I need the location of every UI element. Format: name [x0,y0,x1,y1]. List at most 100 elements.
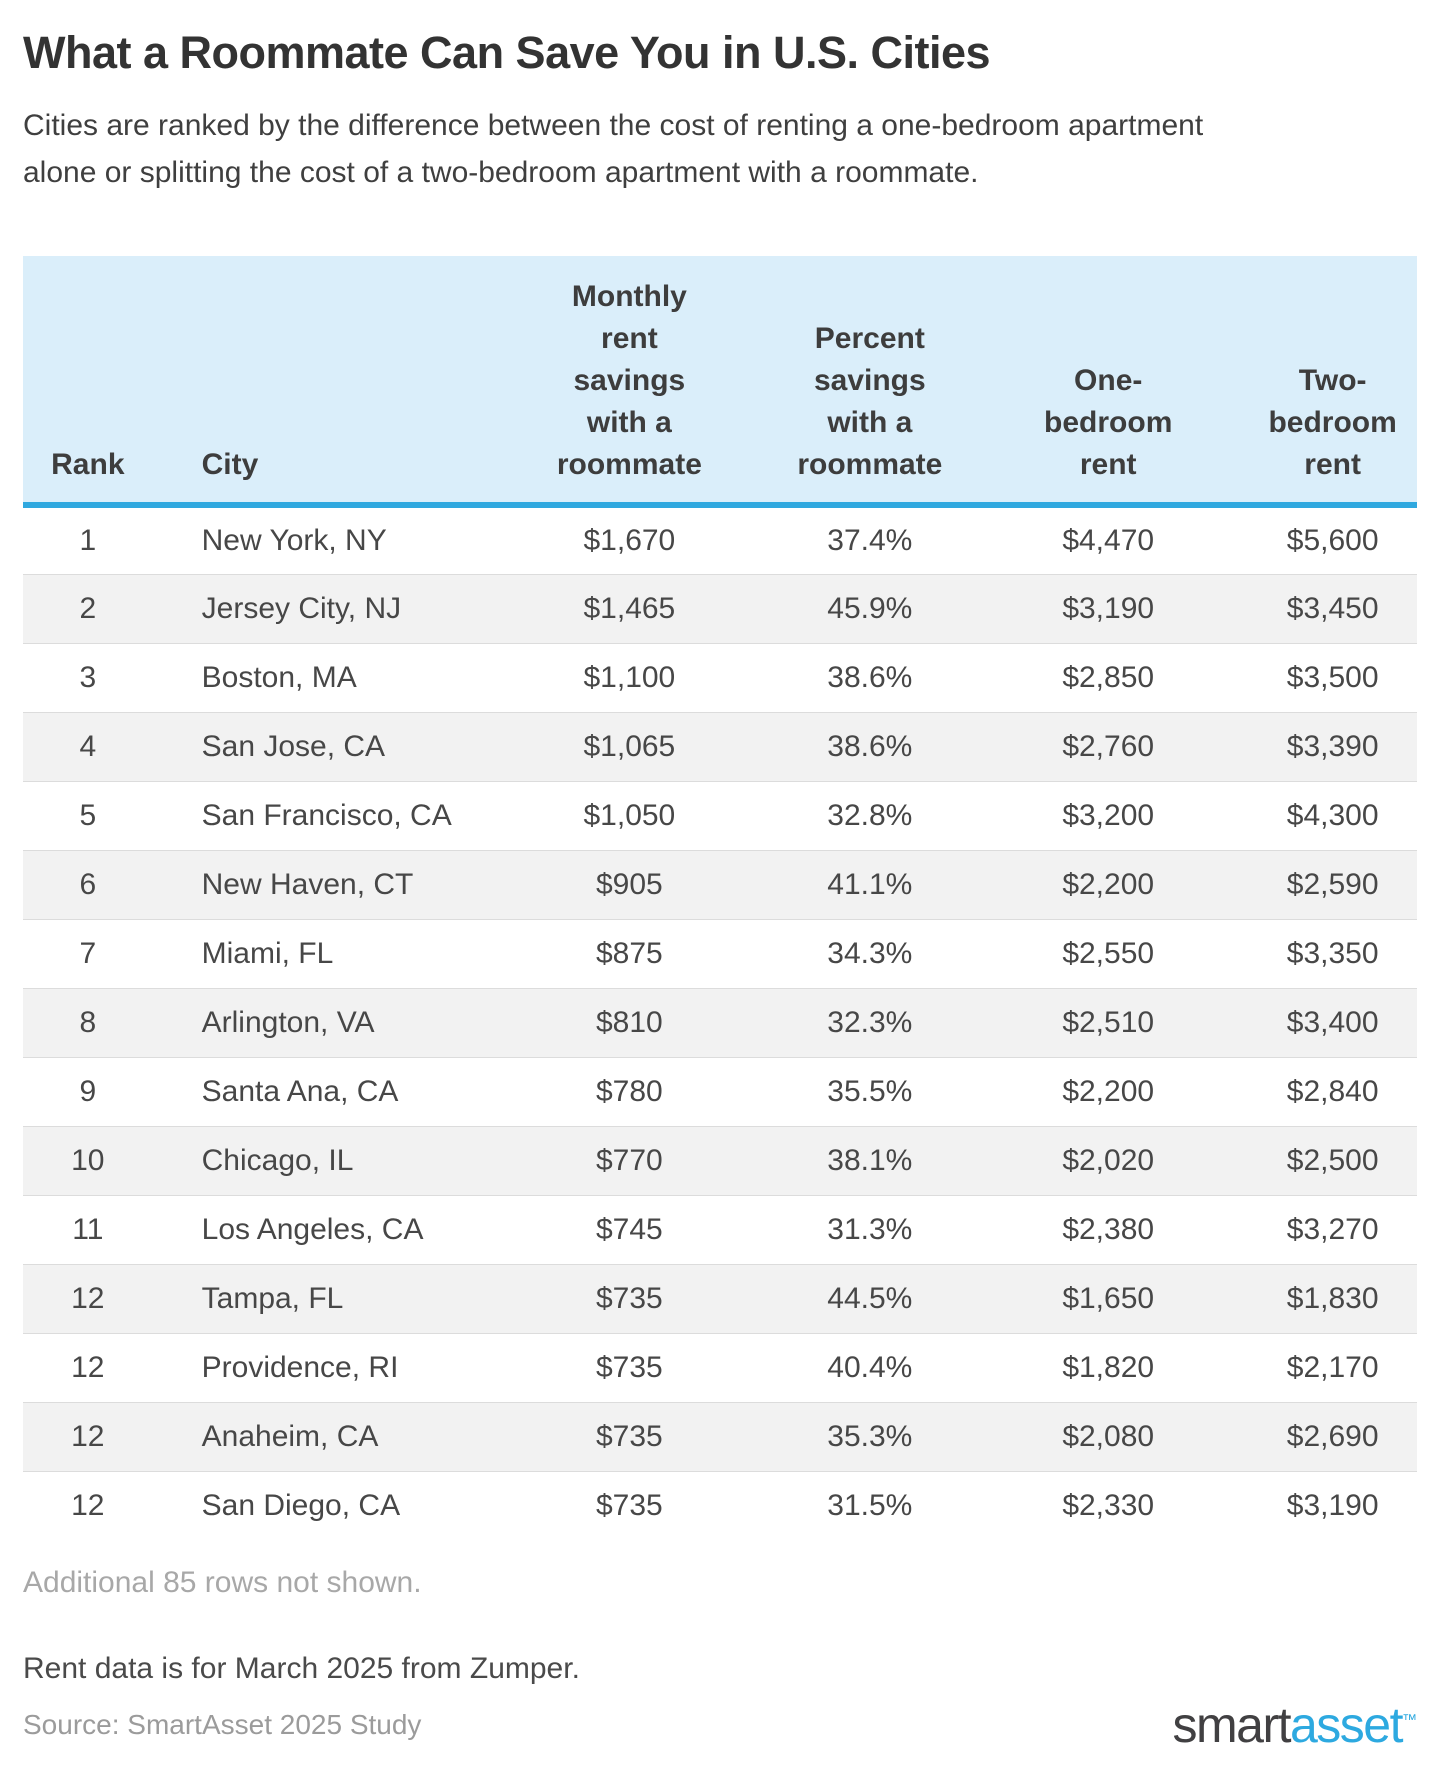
percent-savings-cell: 32.8% [827,798,913,832]
table-header-row: Rank City Monthly rent savings with a ro… [23,256,1417,505]
percent-savings-cell: 38.6% [827,660,913,694]
city-cell: Santa Ana, CA [201,1074,399,1108]
table-row: 12 San Diego, CA $735 31.5% $2,330 $3,190 [23,1471,1417,1540]
monthly-rent-savings-cell: $1,465 [583,591,676,625]
one-bedroom-rent-cell: $2,200 [1062,867,1155,901]
percent-savings-cell: 38.1% [827,1143,913,1177]
city-cell: Boston, MA [201,660,357,694]
monthly-rent-savings-cell: $770 [596,1143,663,1177]
column-header-rank: Rank [23,256,153,505]
page-subtitle: Cities are ranked by the difference betw… [23,109,1204,189]
two-bedroom-rent-cell: $3,450 [1286,591,1379,625]
percent-savings-cell: 31.5% [827,1488,913,1522]
rank-cell: 7 [79,936,97,970]
percent-savings-cell: 45.9% [827,591,913,625]
source-note: Source: SmartAsset 2025 Study [23,1709,422,1740]
logo-text-smart: smart [1172,1697,1291,1753]
percent-savings-cell: 35.3% [827,1419,913,1453]
two-bedroom-rent-cell: $3,400 [1286,1005,1379,1039]
table-row: 12 Anaheim, CA $735 35.3% $2,080 $2,690 [23,1402,1417,1471]
city-cell: Los Angeles, CA [201,1212,424,1246]
two-bedroom-rent-cell: $3,350 [1286,936,1379,970]
one-bedroom-rent-cell: $4,470 [1062,523,1155,557]
table-row: 12 Tampa, FL $735 44.5% $1,650 $1,830 [23,1264,1417,1333]
two-bedroom-rent-cell: $2,500 [1286,1143,1379,1177]
one-bedroom-rent-cell: $2,080 [1062,1419,1155,1453]
column-header-monthly-rent-savings: Monthly rent savings with a roommate [487,256,772,505]
percent-savings-cell: 35.5% [827,1074,913,1108]
rank-cell: 3 [79,660,97,694]
city-cell: New York, NY [201,523,387,557]
one-bedroom-rent-cell: $3,200 [1062,798,1155,832]
rank-cell: 2 [79,591,97,625]
two-bedroom-rent-cell: $3,270 [1286,1212,1379,1246]
column-header-percent-savings: Percent savings with a roommate [771,256,969,505]
one-bedroom-rent-cell: $2,850 [1062,660,1155,694]
rank-cell: 5 [79,798,97,832]
percent-savings-cell: 40.4% [827,1350,913,1384]
column-header-city: City [152,256,488,505]
one-bedroom-rent-cell: $2,550 [1062,936,1155,970]
monthly-rent-savings-cell: $1,100 [583,660,676,694]
two-bedroom-rent-cell: $3,500 [1286,660,1379,694]
percent-savings-cell: 44.5% [827,1281,913,1315]
percent-savings-cell: 31.3% [827,1212,913,1246]
city-cell: Arlington, VA [201,1005,375,1039]
monthly-rent-savings-cell: $810 [596,1005,663,1039]
two-bedroom-rent-cell: $5,600 [1286,523,1379,557]
two-bedroom-rent-cell: $2,590 [1286,867,1379,901]
table-row: 11 Los Angeles, CA $745 31.3% $2,380 $3,270 [23,1195,1417,1264]
smartasset-logo: smartasset™ [1172,1700,1417,1750]
two-bedroom-rent-cell: $1,830 [1286,1281,1379,1315]
table-row: 2 Jersey City, NJ $1,465 45.9% $3,190 $3,450 [23,574,1417,643]
column-header-two-bedroom-rent: Two- bedroom rent [1248,256,1417,505]
two-bedroom-rent-cell: $3,390 [1286,729,1379,763]
one-bedroom-rent-cell: $2,510 [1062,1005,1155,1039]
one-bedroom-rent-cell: $2,760 [1062,729,1155,763]
city-cell: San Jose, CA [201,729,386,763]
table-row: 1 New York, NY $1,670 37.4% $4,470 $5,600 [23,505,1417,574]
percent-savings-cell: 37.4% [827,523,913,557]
additional-rows-note: Additional 85 rows not shown. [23,1566,422,1599]
table-body: 1 New York, NY $1,670 37.4% $4,470 $5,600 2 Jer… [23,505,1417,1540]
roommate-savings-table: Rank City Monthly rent savings with a ro… [23,256,1417,1540]
logo-text-asset: asset [1289,1697,1404,1753]
table-header: Rank City Monthly rent savings with a ro… [23,256,1417,505]
rank-cell: 12 [71,1350,105,1384]
monthly-rent-savings-cell: $735 [596,1419,663,1453]
table-row: 5 San Francisco, CA $1,050 32.8% $3,200 $4,30… [23,781,1417,850]
two-bedroom-rent-cell: $4,300 [1286,798,1379,832]
percent-savings-cell: 34.3% [827,936,913,970]
rent-data-note: Rent data is for March 2025 from Zumper. [23,1652,580,1685]
two-bedroom-rent-cell: $3,190 [1286,1488,1379,1522]
city-cell: San Diego, CA [201,1488,401,1522]
monthly-rent-savings-cell: $735 [596,1350,663,1384]
rank-cell: 10 [71,1143,105,1177]
city-cell: Miami, FL [201,936,334,970]
monthly-rent-savings-cell: $875 [596,936,663,970]
city-cell: New Haven, CT [201,867,414,901]
one-bedroom-rent-cell: $2,020 [1062,1143,1155,1177]
bottom-row: Source: SmartAsset 2025 Study smartasset… [23,1700,1417,1750]
monthly-rent-savings-cell: $1,065 [583,729,676,763]
two-bedroom-rent-cell: $2,170 [1286,1350,1379,1384]
rank-cell: 12 [71,1488,105,1522]
percent-savings-cell: 32.3% [827,1005,913,1039]
monthly-rent-savings-cell: $735 [596,1281,663,1315]
percent-savings-cell: 41.1% [827,867,913,901]
one-bedroom-rent-cell: $1,820 [1062,1350,1155,1384]
city-cell: Anaheim, CA [201,1419,379,1453]
one-bedroom-rent-cell: $3,190 [1062,591,1155,625]
page-title: What a Roommate Can Save You in U.S. Cit… [23,27,991,78]
monthly-rent-savings-cell: $735 [596,1488,663,1522]
table-row: 12 Providence, RI $735 40.4% $1,820 $2,170 [23,1333,1417,1402]
table-row: 3 Boston, MA $1,100 38.6% $2,850 $3,500 [23,643,1417,712]
city-cell: Jersey City, NJ [201,591,402,625]
monthly-rent-savings-cell: $905 [596,867,663,901]
table-row: 7 Miami, FL $875 34.3% $2,550 $3,350 [23,919,1417,988]
city-cell: Tampa, FL [201,1281,344,1315]
one-bedroom-rent-cell: $1,650 [1062,1281,1155,1315]
table-row: 8 Arlington, VA $810 32.3% $2,510 $3,400 [23,988,1417,1057]
monthly-rent-savings-cell: $1,670 [583,523,676,557]
